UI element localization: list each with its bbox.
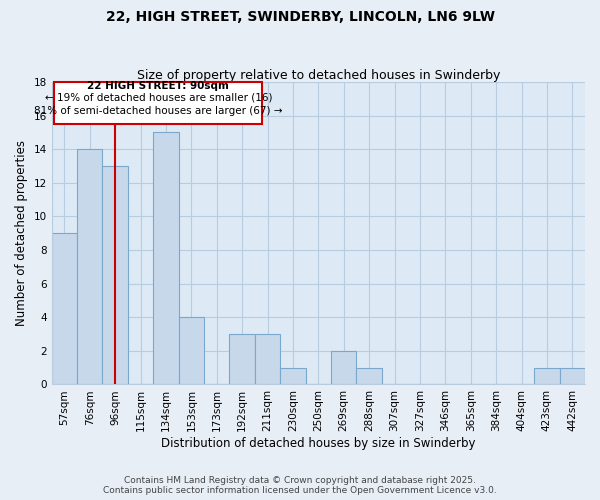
FancyBboxPatch shape — [54, 82, 262, 124]
Text: ← 19% of detached houses are smaller (16): ← 19% of detached houses are smaller (16… — [44, 93, 272, 103]
Bar — [280, 368, 305, 384]
Text: 81% of semi-detached houses are larger (67) →: 81% of semi-detached houses are larger (… — [34, 106, 283, 116]
X-axis label: Distribution of detached houses by size in Swinderby: Distribution of detached houses by size … — [161, 437, 476, 450]
Text: 22, HIGH STREET, SWINDERBY, LINCOLN, LN6 9LW: 22, HIGH STREET, SWINDERBY, LINCOLN, LN6… — [106, 10, 494, 24]
Text: Contains HM Land Registry data © Crown copyright and database right 2025.
Contai: Contains HM Land Registry data © Crown c… — [103, 476, 497, 495]
Bar — [103, 166, 128, 384]
Text: 22 HIGH STREET: 90sqm: 22 HIGH STREET: 90sqm — [88, 81, 229, 91]
Bar — [229, 334, 255, 384]
Bar — [52, 233, 77, 384]
Bar — [255, 334, 280, 384]
Bar — [77, 149, 103, 384]
Bar — [534, 368, 560, 384]
Title: Size of property relative to detached houses in Swinderby: Size of property relative to detached ho… — [137, 69, 500, 82]
Bar — [331, 351, 356, 384]
Bar — [356, 368, 382, 384]
Bar — [179, 317, 204, 384]
Y-axis label: Number of detached properties: Number of detached properties — [15, 140, 28, 326]
Bar — [153, 132, 179, 384]
Bar — [560, 368, 585, 384]
